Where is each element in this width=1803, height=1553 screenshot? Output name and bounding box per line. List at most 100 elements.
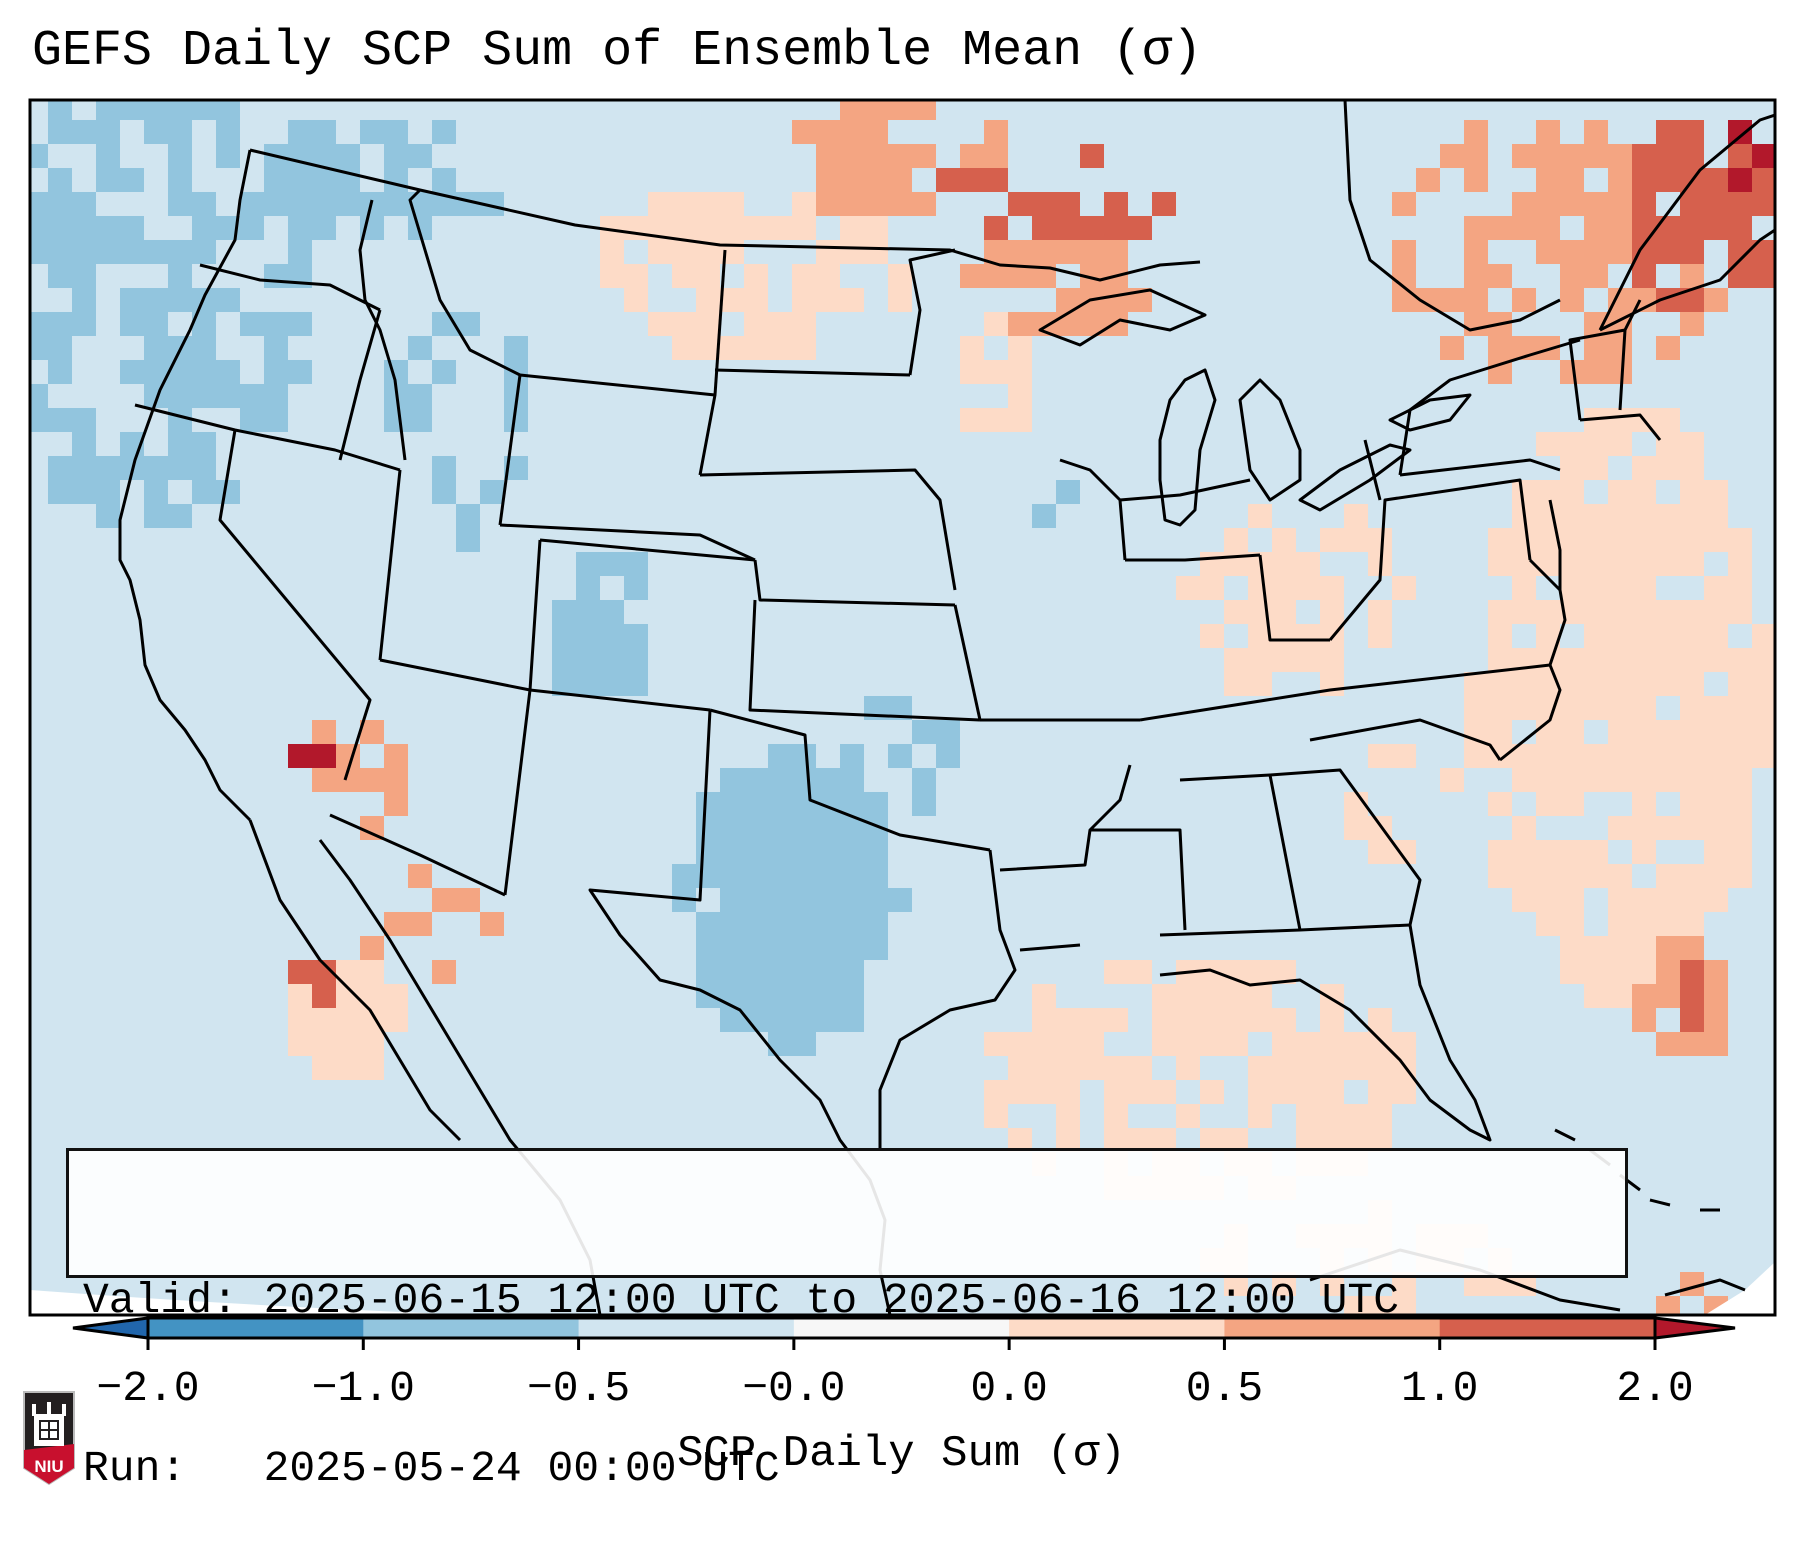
field-cell — [264, 360, 288, 384]
field-cell — [1296, 1080, 1320, 1104]
field-cell — [936, 720, 960, 744]
field-cell — [1176, 984, 1200, 1008]
field-cell — [1200, 552, 1224, 576]
field-cell — [1248, 672, 1272, 696]
field-cell — [1512, 528, 1536, 552]
field-cell — [1560, 744, 1584, 768]
field-cell — [288, 984, 312, 1008]
field-cell — [1080, 1008, 1104, 1032]
field-cell — [768, 960, 792, 984]
field-cell — [1248, 504, 1272, 528]
field-cell — [1656, 960, 1680, 984]
field-cell — [96, 480, 120, 504]
field-cell — [1368, 840, 1392, 864]
field-cell — [384, 744, 408, 768]
field-cell — [816, 936, 840, 960]
field-cell — [864, 240, 888, 264]
field-cell — [1224, 1008, 1248, 1032]
field-cell — [288, 120, 312, 144]
field-cell — [144, 120, 168, 144]
field-cell — [1560, 792, 1584, 816]
field-cell — [1752, 648, 1775, 672]
field-cell — [792, 936, 816, 960]
field-cell — [960, 336, 984, 360]
field-cell — [1632, 168, 1656, 192]
field-cell — [1656, 552, 1680, 576]
colorbar-tick-label: 0.5 — [1185, 1364, 1264, 1413]
field-cell — [72, 240, 96, 264]
field-cell — [840, 120, 864, 144]
field-cell — [1728, 720, 1752, 744]
field-cell — [1320, 1056, 1344, 1080]
field-cell — [984, 144, 1008, 168]
colorbar-bin — [578, 1318, 795, 1338]
field-cell — [1344, 1056, 1368, 1080]
field-cell — [1296, 624, 1320, 648]
field-cell — [1632, 744, 1656, 768]
field-cell — [1368, 1080, 1392, 1104]
colorbar-bin — [793, 1318, 1010, 1338]
field-cell — [1176, 1008, 1200, 1032]
field-cell — [1704, 1008, 1728, 1032]
field-cell — [120, 168, 144, 192]
field-cell — [1056, 1080, 1080, 1104]
field-cell — [1344, 504, 1368, 528]
field-cell — [1560, 432, 1584, 456]
field-cell — [888, 744, 912, 768]
field-cell — [912, 792, 936, 816]
field-cell — [1488, 216, 1512, 240]
field-cell — [1344, 1032, 1368, 1056]
field-cell — [624, 576, 648, 600]
field-cell — [1704, 816, 1728, 840]
field-cell — [1728, 192, 1752, 216]
field-cell — [384, 120, 408, 144]
field-cell — [144, 504, 168, 528]
field-cell — [1032, 984, 1056, 1008]
field-cell — [312, 120, 336, 144]
field-cell — [1560, 264, 1584, 288]
field-cell — [744, 768, 768, 792]
field-cell — [1656, 720, 1680, 744]
field-cell — [720, 912, 744, 936]
field-cell — [1704, 168, 1728, 192]
field-cell — [1680, 768, 1704, 792]
field-cell — [1296, 1056, 1320, 1080]
field-cell — [744, 264, 768, 288]
field-cell — [1104, 1080, 1128, 1104]
field-cell — [1752, 192, 1775, 216]
field-cell — [168, 120, 192, 144]
field-cell — [1680, 240, 1704, 264]
field-cell — [1104, 960, 1128, 984]
niu-shield-logo-icon: NIU — [23, 1391, 75, 1486]
field-cell — [192, 480, 216, 504]
field-cell — [744, 216, 768, 240]
field-cell — [1488, 840, 1512, 864]
field-cell — [1512, 768, 1536, 792]
field-cell — [792, 792, 816, 816]
field-cell — [1632, 192, 1656, 216]
field-cell — [624, 264, 648, 288]
field-cell — [1680, 504, 1704, 528]
field-cell — [144, 312, 168, 336]
field-cell — [1632, 504, 1656, 528]
field-cell — [1584, 672, 1608, 696]
field-cell — [336, 192, 360, 216]
colorbar-bins — [72, 1316, 1736, 1340]
field-cell — [1224, 528, 1248, 552]
field-cell — [1392, 1296, 1416, 1315]
field-cell — [1728, 840, 1752, 864]
field-cell — [1536, 648, 1560, 672]
field-cell — [1464, 744, 1488, 768]
field-cell — [696, 936, 720, 960]
field-cell — [1080, 216, 1104, 240]
colorbar-tick-label: −0.0 — [742, 1364, 846, 1413]
field-cell — [1656, 528, 1680, 552]
field-cell — [960, 408, 984, 432]
field-cell — [1464, 696, 1488, 720]
field-cell — [864, 168, 888, 192]
field-cell — [48, 120, 72, 144]
field-cell — [1632, 624, 1656, 648]
field-cell — [432, 360, 456, 384]
field-cell — [1008, 192, 1032, 216]
field-cell — [888, 264, 912, 288]
